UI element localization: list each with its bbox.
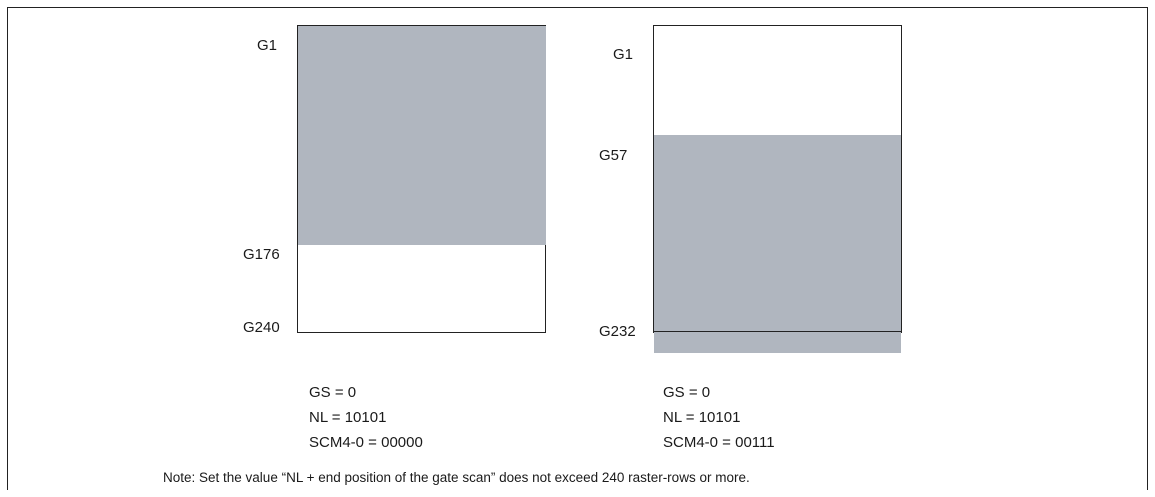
left-param-nl: NL = 10101 [309, 409, 387, 426]
right-label-g57: G57 [599, 147, 628, 164]
right-label-g232: G232 [599, 323, 636, 340]
right-screen-bottom-line [653, 331, 902, 332]
left-scan-area [298, 26, 546, 245]
left-label-g1: G1 [257, 37, 278, 54]
left-label-g240: G240 [243, 319, 280, 336]
right-param-nl: NL = 10101 [663, 409, 741, 426]
left-param-scm: SCM4-0 = 00000 [309, 434, 423, 451]
left-label-g176: G176 [243, 246, 280, 263]
diagram-frame [7, 7, 1148, 490]
footnote: Note: Set the value “NL + end position o… [163, 470, 750, 485]
right-label-g1: G1 [613, 46, 634, 63]
right-param-gs: GS = 0 [663, 384, 711, 401]
right-param-scm: SCM4-0 = 00111 [663, 434, 775, 451]
left-param-gs: GS = 0 [309, 384, 357, 401]
right-scan-area [654, 135, 901, 353]
